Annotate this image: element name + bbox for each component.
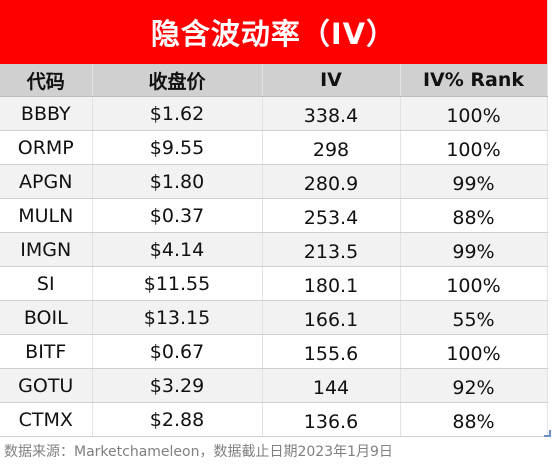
cell-ticker[interactable]: IMGN bbox=[0, 232, 93, 267]
cell-close-price[interactable]: $11.55 bbox=[92, 266, 263, 301]
cell-iv[interactable]: 166.1 bbox=[262, 300, 401, 335]
cell-iv-rank[interactable]: 88% bbox=[400, 402, 548, 437]
cell-iv[interactable]: 253.4 bbox=[262, 198, 401, 233]
cell-close-price[interactable]: $1.80 bbox=[92, 164, 263, 199]
table-row: ORMP $9.55 298 100% bbox=[0, 130, 548, 165]
fill-handle[interactable] bbox=[544, 430, 551, 437]
table-row: BOIL $13.15 166.1 55% bbox=[0, 300, 548, 335]
source-note: 数据来源：Marketchameleon，数据截止日期2023年1月9日 bbox=[4, 444, 393, 460]
cell-iv-rank[interactable]: 99% bbox=[400, 232, 548, 267]
column-gutter bbox=[547, 0, 554, 434]
header-iv-rank[interactable]: IV% Rank bbox=[400, 64, 548, 97]
cell-iv[interactable]: 298 bbox=[262, 130, 401, 165]
header-ticker[interactable]: 代码 bbox=[0, 64, 93, 97]
cell-iv[interactable]: 136.6 bbox=[262, 402, 401, 437]
cell-iv[interactable]: 213.5 bbox=[262, 232, 401, 267]
cell-iv-rank[interactable]: 100% bbox=[400, 266, 548, 301]
table-row: BBBY $1.62 338.4 100% bbox=[0, 96, 548, 131]
cell-iv-rank[interactable]: 100% bbox=[400, 130, 548, 165]
table-row: GOTU $3.29 144 92% bbox=[0, 368, 548, 403]
cell-iv-rank[interactable]: 55% bbox=[400, 300, 548, 335]
cell-close-price[interactable]: $4.14 bbox=[92, 232, 263, 267]
cell-close-price[interactable]: $0.67 bbox=[92, 334, 263, 369]
cell-iv-rank[interactable]: 100% bbox=[400, 334, 548, 369]
cell-iv[interactable]: 180.1 bbox=[262, 266, 401, 301]
cell-ticker[interactable]: MULN bbox=[0, 198, 93, 233]
cell-ticker[interactable]: BBBY bbox=[0, 96, 93, 131]
table-row: MULN $0.37 253.4 88% bbox=[0, 198, 548, 233]
cell-ticker[interactable]: ORMP bbox=[0, 130, 93, 165]
cell-close-price[interactable]: $2.88 bbox=[92, 402, 263, 437]
cell-ticker[interactable]: BITF bbox=[0, 334, 93, 369]
header-close-price[interactable]: 收盘价 bbox=[92, 64, 263, 97]
table-row: IMGN $4.14 213.5 99% bbox=[0, 232, 548, 267]
table-row: APGN $1.80 280.9 99% bbox=[0, 164, 548, 199]
cell-ticker[interactable]: APGN bbox=[0, 164, 93, 199]
cell-iv-rank[interactable]: 88% bbox=[400, 198, 548, 233]
table-row: BITF $0.67 155.6 100% bbox=[0, 334, 548, 369]
table-row: CTMX $2.88 136.6 88% bbox=[0, 402, 548, 437]
iv-table: 代码 收盘价 IV IV% Rank BBBY $1.62 338.4 100%… bbox=[0, 64, 548, 437]
cell-iv[interactable]: 338.4 bbox=[262, 96, 401, 131]
cell-iv-rank[interactable]: 92% bbox=[400, 368, 548, 403]
header-row: 代码 收盘价 IV IV% Rank bbox=[0, 64, 548, 97]
cell-ticker[interactable]: CTMX bbox=[0, 402, 93, 437]
cell-ticker[interactable]: GOTU bbox=[0, 368, 93, 403]
cell-close-price[interactable]: $3.29 bbox=[92, 368, 263, 403]
cell-close-price[interactable]: $13.15 bbox=[92, 300, 263, 335]
header-iv[interactable]: IV bbox=[262, 64, 401, 97]
table-row: SI $11.55 180.1 100% bbox=[0, 266, 548, 301]
cell-iv[interactable]: 144 bbox=[262, 368, 401, 403]
table-title: 隐含波动率（IV） bbox=[0, 0, 547, 64]
cell-iv-rank[interactable]: 100% bbox=[400, 96, 548, 131]
cell-close-price[interactable]: $9.55 bbox=[92, 130, 263, 165]
cell-ticker[interactable]: BOIL bbox=[0, 300, 93, 335]
cell-iv[interactable]: 155.6 bbox=[262, 334, 401, 369]
cell-close-price[interactable]: $1.62 bbox=[92, 96, 263, 131]
cell-iv-rank[interactable]: 99% bbox=[400, 164, 548, 199]
cell-ticker[interactable]: SI bbox=[0, 266, 93, 301]
cell-close-price[interactable]: $0.37 bbox=[92, 198, 263, 233]
cell-iv[interactable]: 280.9 bbox=[262, 164, 401, 199]
